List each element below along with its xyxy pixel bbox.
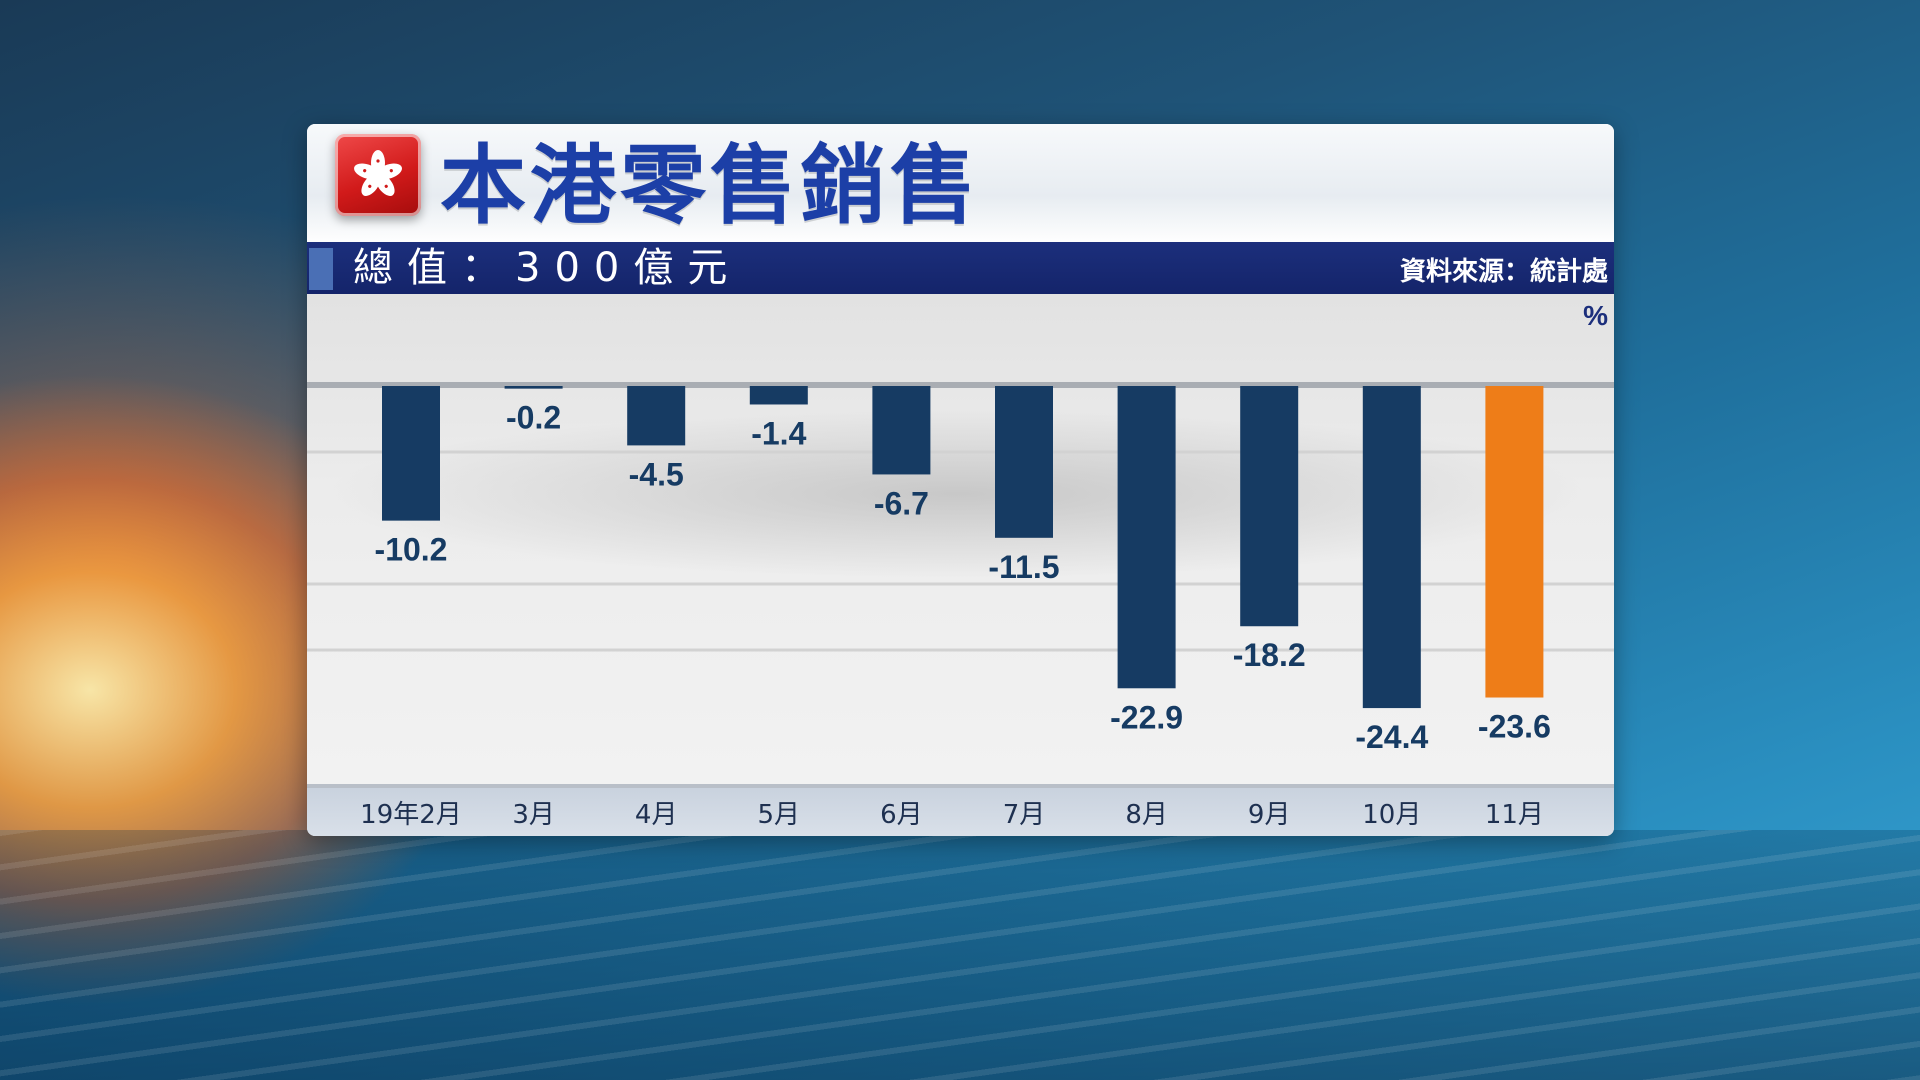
data-label: -18.2 <box>1233 637 1306 673</box>
x-tick-label: 6月 <box>880 800 923 830</box>
bar <box>1485 386 1544 698</box>
data-label: -4.5 <box>629 456 684 492</box>
bar <box>872 386 931 475</box>
x-tick-label: 7月 <box>1003 800 1046 830</box>
bar <box>382 386 440 521</box>
chart-title: 本港零售銷售 <box>440 136 980 236</box>
data-label: -23.6 <box>1478 709 1551 745</box>
bar <box>1117 386 1176 689</box>
bar <box>1240 386 1299 627</box>
x-tick-label: 19年2月 <box>360 800 462 830</box>
data-label: -6.7 <box>874 485 929 521</box>
y-unit-label: % <box>1583 300 1608 331</box>
zero-baseline <box>307 382 1614 388</box>
bar <box>504 386 563 389</box>
x-axis-line <box>307 784 1614 788</box>
bar-chart: -10.2 19年2月 -0.2 3月 -4.5 4月 -1.4 5月 -6.7 6月 -11.5 7… <box>307 382 1614 830</box>
data-label: -22.9 <box>1110 699 1183 735</box>
x-tick-label: 4月 <box>635 800 678 830</box>
bar <box>995 386 1053 538</box>
subtitle-bar: 總值：300億元 資料來源：統計處 <box>307 242 1614 294</box>
data-label: -10.2 <box>375 532 448 568</box>
background-floor <box>0 830 1920 1080</box>
source-note: 資料來源：統計處 <box>1399 257 1608 287</box>
bar <box>749 386 808 405</box>
x-tick-label: 10月 <box>1362 800 1421 830</box>
chart-panel: 本港零售銷售 總值：300億元 資料來源：統計處 % -10.2 19年2月 -0.… <box>307 124 1614 836</box>
x-tick-label: 11月 <box>1485 800 1544 830</box>
data-label: -0.2 <box>506 400 561 436</box>
bar <box>1362 386 1421 709</box>
x-tick-label: 5月 <box>758 800 801 830</box>
data-label: -11.5 <box>988 549 1059 585</box>
title-strip <box>307 124 1614 244</box>
chart-subtitle: 總值：300億元 <box>353 245 742 291</box>
x-tick-label: 3月 <box>512 800 555 830</box>
subtitle-accent <box>309 248 333 290</box>
data-label: -24.4 <box>1355 719 1428 755</box>
x-tick-label: 9月 <box>1248 800 1291 830</box>
hk-bauhinia-flag-icon <box>335 134 421 216</box>
x-axis-strip <box>307 788 1614 836</box>
x-tick-label: 8月 <box>1125 800 1168 830</box>
bar <box>627 386 686 446</box>
data-label: -1.4 <box>751 415 806 451</box>
